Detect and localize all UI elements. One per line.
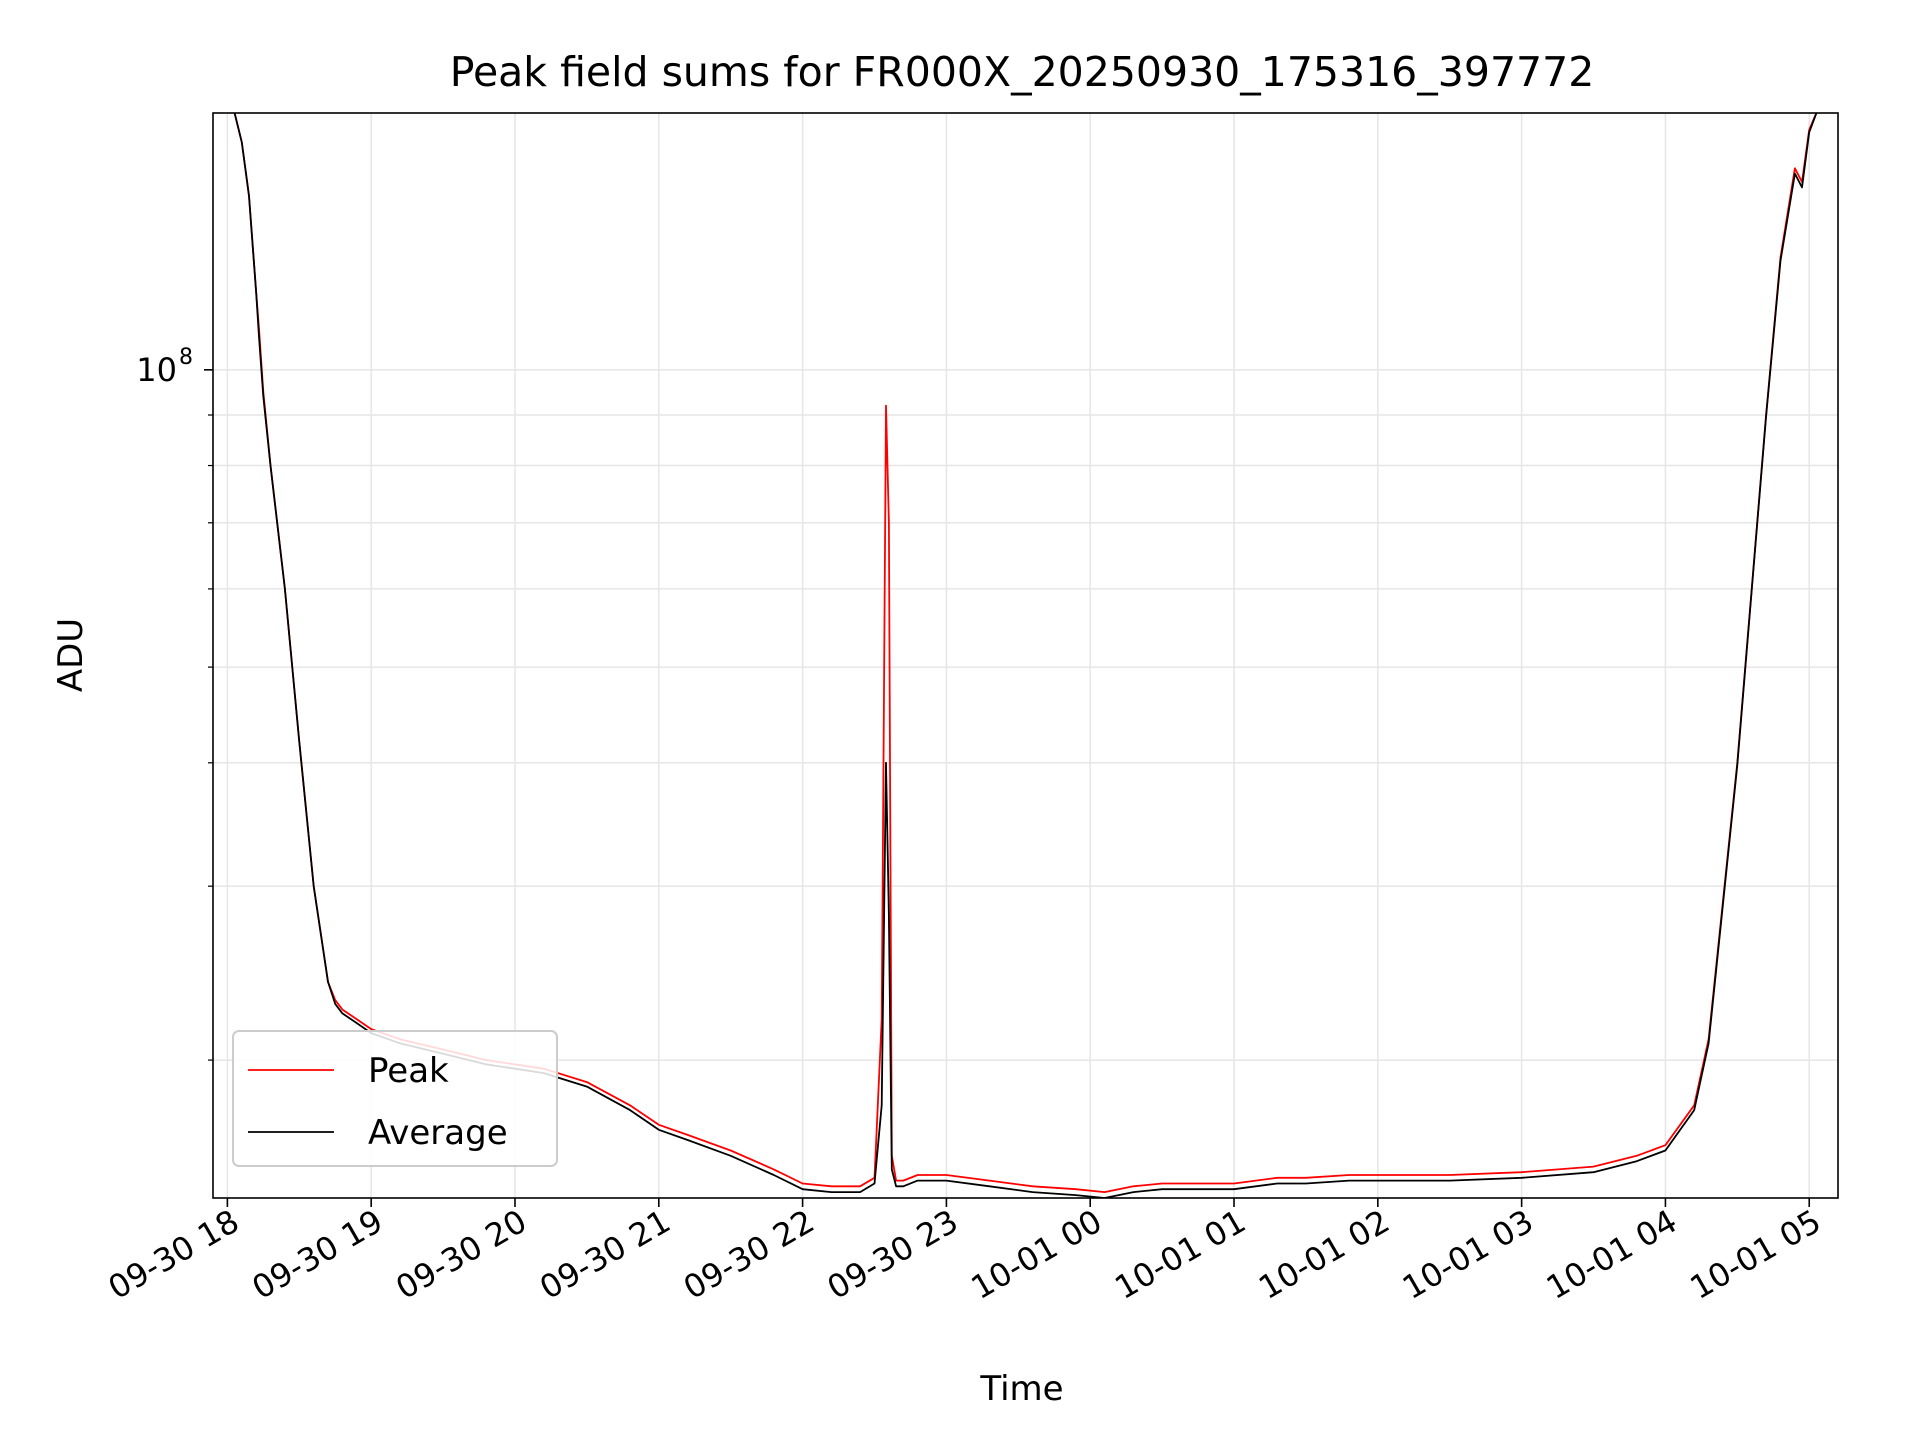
series-layer (233, 113, 1818, 1198)
chart-title: Peak field sums for FR000X_20250930_1753… (450, 48, 1595, 96)
series-peak-line (233, 113, 1818, 1193)
legend-peak-label: Peak (368, 1051, 449, 1091)
grid (213, 113, 1838, 1198)
x-axis-label: Time (979, 1369, 1063, 1409)
legend: Peak Average (232, 1030, 558, 1167)
y-tick-label-base: 10 (136, 351, 177, 389)
plot-frame (212, 112, 1839, 1199)
series-average-line (233, 113, 1818, 1198)
y-tick-label-exponent: 8 (179, 345, 193, 370)
legend-average-label: Average (368, 1113, 508, 1153)
y-axis-label: ADU (51, 618, 91, 692)
